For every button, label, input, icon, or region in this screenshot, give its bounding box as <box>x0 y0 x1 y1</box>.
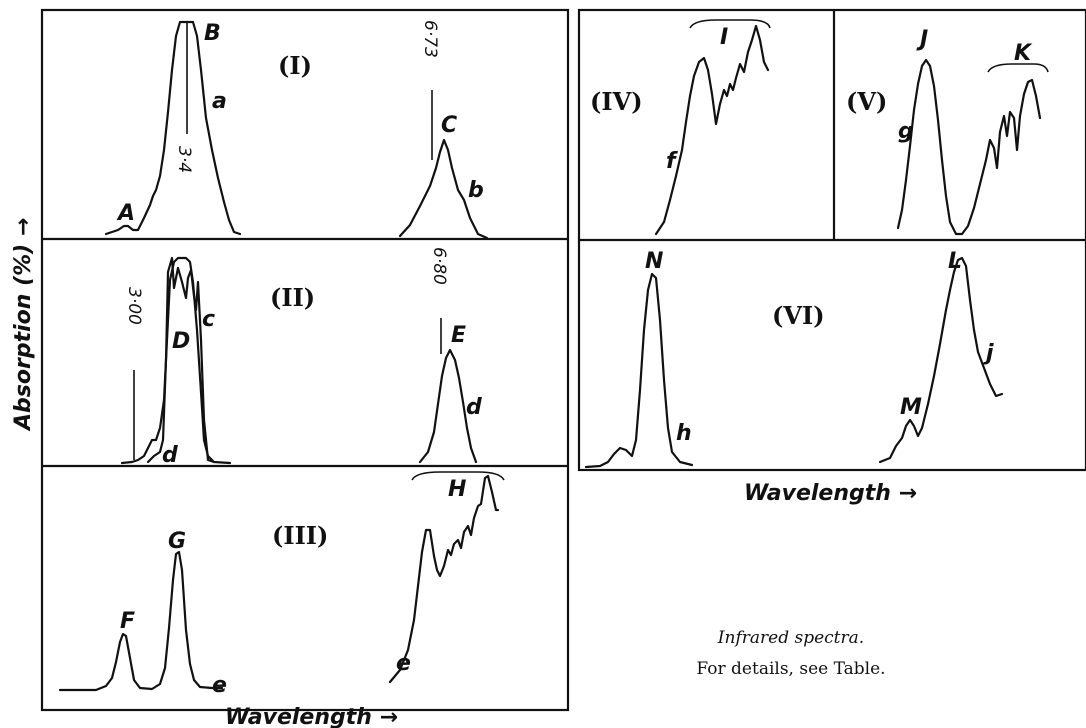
marker-3.4-label: 3·4 <box>174 146 194 173</box>
curve-e-right <box>388 474 500 684</box>
panel-VI: N L M h j (VI) <box>584 249 1004 469</box>
curve-label-c: c <box>202 307 215 332</box>
panel-V: J K g (V) <box>846 27 1049 236</box>
curve-c-trace <box>146 256 216 464</box>
curve-label-a: a <box>212 89 227 114</box>
panel-II: 3·00 6·80 c d d D E (II) <box>120 247 482 468</box>
peak-A: A <box>116 201 135 226</box>
curve-label-e-right: e <box>396 651 411 676</box>
panel-label-II: (II) <box>270 283 315 312</box>
peak-K: K <box>1014 41 1033 66</box>
panel-label-IV: (IV) <box>590 87 643 116</box>
curve-e-left <box>58 550 224 692</box>
panel-label-VI: (VI) <box>772 301 825 330</box>
curve-d-right <box>418 348 478 464</box>
marker-6.73-label: 6·73 <box>420 20 440 58</box>
left-panel-frame <box>40 8 570 712</box>
panel-IV: I f (IV) <box>590 19 771 236</box>
marker-6.80-label: 6·80 <box>429 247 449 285</box>
peak-C: C <box>441 113 457 138</box>
peak-L: L <box>948 249 962 274</box>
curve-label-f: f <box>666 149 678 174</box>
panel-label-I: (I) <box>278 51 312 80</box>
curve-a <box>104 20 242 236</box>
caption-line-2: For details, see Table. <box>696 659 885 679</box>
curve-label-j: j <box>983 341 994 366</box>
bracket-H <box>411 471 505 481</box>
caption-line-1: Infrared spectra. <box>717 628 864 648</box>
curve-f <box>654 24 770 236</box>
marker-3.00-label: 3·00 <box>124 287 144 325</box>
curve-label-h: h <box>676 421 692 446</box>
panel-label-V: (V) <box>846 87 887 116</box>
x-axis-label-left: Wavelength → <box>225 705 398 728</box>
curve-label-b: b <box>468 178 484 203</box>
curve-b <box>398 138 489 240</box>
curve-g <box>896 58 1042 236</box>
peak-G: G <box>168 529 186 554</box>
peak-H: H <box>448 477 466 502</box>
peak-D: D <box>172 329 190 354</box>
peak-I: I <box>720 25 728 50</box>
curve-label-g: g <box>898 119 914 144</box>
panel-III: F G H e e (III) <box>58 471 505 698</box>
peak-M: M <box>900 395 922 420</box>
curve-label-d-left: d <box>162 443 178 468</box>
peak-E: E <box>451 323 466 348</box>
curve-label-e-left: e <box>212 673 227 698</box>
bracket-K <box>987 63 1049 73</box>
x-axis-label-right: Wavelength → <box>744 481 917 506</box>
y-axis-label: Absorption (%) → <box>11 218 36 432</box>
peak-N: N <box>645 249 663 274</box>
peak-B: B <box>204 21 221 46</box>
curve-label-d-right: d <box>466 395 482 420</box>
curve-h <box>584 272 694 469</box>
peak-F: F <box>120 609 135 634</box>
peak-J: J <box>916 27 928 52</box>
bracket-I <box>689 19 771 29</box>
panel-label-III: (III) <box>272 521 328 550</box>
panel-I: 3·4 6·73 A B C a b (I) <box>104 20 489 240</box>
curve-j <box>878 256 1004 464</box>
